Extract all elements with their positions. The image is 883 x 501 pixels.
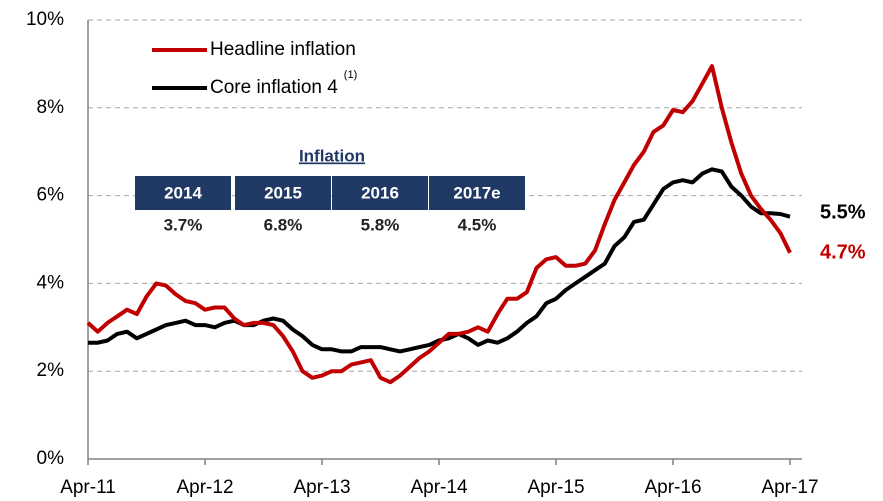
x-tick-label: Apr-17 [761, 477, 818, 498]
table-header: 2015 [264, 183, 302, 202]
end-label: 5.5% [820, 201, 866, 223]
legend-superscript: (1) [344, 69, 357, 81]
table-header-cell [332, 176, 428, 210]
table-header-cell [235, 176, 331, 210]
y-tick-label: 6% [37, 185, 65, 206]
table-header: 2016 [361, 183, 399, 202]
table-value: 3.7% [164, 215, 203, 234]
table-header-cell [135, 176, 231, 210]
legend-label: Headline inflation [210, 39, 356, 60]
x-tick-label: Apr-11 [60, 477, 116, 498]
x-tick-label: Apr-12 [176, 477, 233, 498]
table-value: 4.5% [458, 215, 497, 234]
y-tick-label: 0% [37, 448, 65, 469]
y-tick-label: 2% [37, 360, 65, 381]
table-value: 6.8% [264, 215, 303, 234]
x-tick-label: Apr-13 [293, 477, 350, 498]
table-value: 5.8% [361, 215, 400, 234]
end-label: 4.7% [820, 241, 866, 263]
x-tick-label: Apr-14 [410, 477, 467, 498]
y-tick-label: 8% [37, 97, 65, 118]
y-tick-label: 10% [26, 9, 64, 30]
series-line [86, 64, 792, 385]
table-header: 2017e [453, 183, 500, 202]
x-tick-label: Apr-15 [527, 477, 584, 498]
table-header-cell [429, 176, 525, 210]
y-tick-label: 4% [37, 272, 65, 293]
legend-label: Core inflation 4 [210, 77, 338, 98]
table-title: Inflation [299, 146, 365, 165]
table-header: 2014 [164, 183, 202, 202]
x-tick-label: Apr-16 [644, 477, 701, 498]
